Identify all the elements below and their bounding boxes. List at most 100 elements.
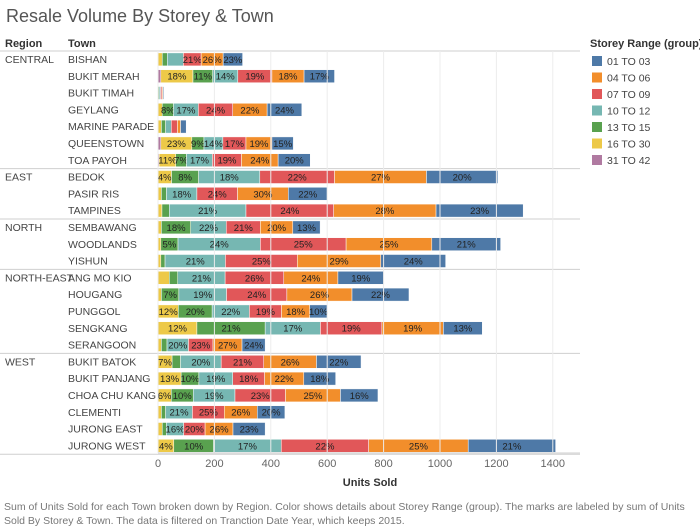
bar-label: 7% — [174, 156, 188, 167]
bar-tampines-16-to-30[interactable] — [157, 203, 163, 218]
bar-label: 5% — [163, 240, 177, 251]
bar-sengkang-01-to-03[interactable] — [443, 321, 483, 335]
bar-label: 24% — [404, 257, 424, 268]
x-tick-label: 600 — [318, 458, 336, 470]
bar-clementi-13-to-15[interactable] — [161, 405, 166, 419]
region-label: NORTH-EAST — [5, 272, 74, 284]
bar-label: 19% — [193, 290, 213, 301]
bar-sembawang-16-to-30[interactable] — [157, 220, 162, 235]
bar-label: 17% — [310, 72, 330, 83]
bar-ang-mo-kio-16-to-30[interactable] — [157, 271, 170, 285]
bar-toa-payoh-01-to-03[interactable] — [277, 153, 311, 167]
chart-title: Resale Volume By Storey & Town — [6, 6, 274, 26]
bar-label: 25% — [199, 408, 219, 419]
bar-label: 30% — [253, 189, 273, 200]
bar-label: 29% — [330, 257, 350, 268]
bar-label: 13% — [297, 223, 317, 234]
bar-bukit-timah-01-to-03[interactable] — [162, 86, 164, 100]
chart-rows: CENTRAL BISHAN BUKIT MERAH BUKIT TIMAH GEYLA… — [0, 50, 580, 455]
legend-swatch-16-to-30[interactable] — [592, 138, 602, 149]
bar-hougang-16-to-30[interactable] — [157, 287, 162, 302]
bar-marine-parade-13-to-15[interactable] — [161, 119, 166, 134]
bar-ang-mo-kio-13-to-15[interactable] — [169, 271, 178, 285]
bar-label: 7% — [163, 290, 177, 301]
bar-hougang-01-to-03[interactable] — [351, 287, 410, 302]
bar-choa-chu-kang-01-to-03[interactable] — [340, 388, 379, 403]
legend-label-10-to-12: 10 TO 12 — [607, 106, 651, 118]
bar-marine-parade-16-to-30[interactable] — [157, 119, 162, 134]
region-label: WEST — [5, 356, 36, 368]
bar-label: 10% — [309, 307, 329, 318]
legend-label-31-to-42: 31 TO 42 — [607, 155, 651, 167]
bar-marine-parade-10-to-12[interactable] — [165, 119, 172, 134]
bar-label: 22% — [371, 290, 391, 301]
legend-swatch-01-to-03[interactable] — [592, 56, 602, 66]
legend: 01 TO 03 04 TO 06 07 TO 09 10 TO 12 13 TO 15… — [592, 56, 651, 167]
bar-bishan-10-to-12[interactable] — [167, 52, 184, 67]
bar-serangoon-01-to-03[interactable] — [241, 338, 266, 352]
bar-label: 9% — [191, 139, 205, 150]
bar-bishan-16-to-30[interactable] — [157, 52, 163, 67]
bar-label: 21% — [233, 357, 253, 368]
bar-marine-parade-04-to-06[interactable] — [177, 119, 181, 134]
bar-sembawang-01-to-03[interactable] — [292, 220, 321, 235]
x-tick-label: 1400 — [541, 458, 565, 470]
chart-svg: Region Town CENTRAL BISHAN BUKIT MERAH BUKI… — [0, 38, 700, 489]
bar-label: 26% — [231, 408, 251, 419]
bar-label: 19% — [245, 72, 265, 83]
bar-label: 4% — [159, 441, 173, 452]
legend-swatch-07-to-09[interactable] — [592, 89, 602, 99]
bar-yishun-13-to-15[interactable] — [160, 254, 166, 268]
town-label-clementi: CLEMENTI — [68, 407, 121, 419]
bar-label: 27% — [218, 341, 238, 352]
bar-geylang-01-to-03[interactable] — [266, 103, 303, 117]
bar-bukit-batok-13-to-15[interactable] — [171, 355, 181, 369]
bar-label: 7% — [158, 357, 172, 368]
bar-marine-parade-01-to-03[interactable] — [180, 119, 187, 134]
x-tick-label: 0 — [155, 458, 161, 470]
town-label-punggol: PUNGGOL — [68, 306, 121, 318]
bar-jurong-east-01-to-03[interactable] — [232, 422, 266, 436]
bar-tampines-01-to-03[interactable] — [435, 203, 524, 218]
bar-pasir-ris-13-to-15[interactable] — [161, 187, 167, 201]
bar-label: 25% — [303, 391, 323, 402]
x-tick-label: 1200 — [484, 458, 508, 470]
row-header-region: Region — [5, 38, 43, 50]
bar-yishun-01-to-03[interactable] — [380, 254, 446, 268]
bar-pasir-ris-16-to-30[interactable] — [157, 187, 162, 201]
bar-label: 23% — [251, 391, 271, 402]
bar-label: 24% — [250, 156, 270, 167]
legend-swatch-31-to-42[interactable] — [592, 155, 602, 165]
bar-label: 22% — [221, 307, 241, 318]
bar-bishan-01-to-03[interactable] — [222, 52, 243, 67]
bar-bedok-01-to-03[interactable] — [426, 170, 499, 184]
bar-label: 20% — [185, 425, 205, 436]
bar-label: 20% — [453, 173, 473, 184]
bar-label: 24% — [280, 206, 300, 217]
legend-swatch-13-to-15[interactable] — [592, 122, 602, 132]
bar-jurong-west-01-to-03[interactable] — [467, 439, 556, 453]
bar-label: 19% — [249, 139, 269, 150]
legend-swatch-04-to-06[interactable] — [592, 72, 602, 83]
town-label-tampines: TAMPINES — [68, 205, 121, 217]
bar-label: 19% — [351, 273, 371, 284]
bar-clementi-16-to-30[interactable] — [157, 405, 162, 419]
town-label-geylang: GEYLANG — [68, 104, 119, 116]
legend-label-04-to-06: 04 TO 06 — [607, 73, 651, 85]
bar-serangoon-13-to-15[interactable] — [161, 338, 168, 352]
bar-marine-parade-07-to-09[interactable] — [171, 119, 178, 134]
bar-label: 22% — [240, 105, 260, 116]
town-label-jurong-east: JURONG EAST — [68, 424, 143, 436]
bar-queenstown-01-to-03[interactable] — [271, 136, 294, 151]
bar-label: 10% — [184, 441, 204, 452]
bar-label: 21% — [198, 206, 218, 217]
town-label-queenstown: QUEENSTOWN — [68, 138, 144, 150]
bar-tampines-13-to-15[interactable] — [161, 203, 170, 218]
bar-woodlands-01-to-03[interactable] — [431, 237, 501, 251]
bar-bishan-13-to-15[interactable] — [161, 52, 168, 67]
x-tick-label: 400 — [262, 458, 280, 470]
bar-label: 22% — [288, 173, 308, 184]
legend-swatch-10-to-12[interactable] — [592, 105, 602, 116]
bar-serangoon-16-to-30[interactable] — [157, 338, 162, 352]
bar-jurong-east-16-to-30[interactable] — [157, 422, 163, 436]
